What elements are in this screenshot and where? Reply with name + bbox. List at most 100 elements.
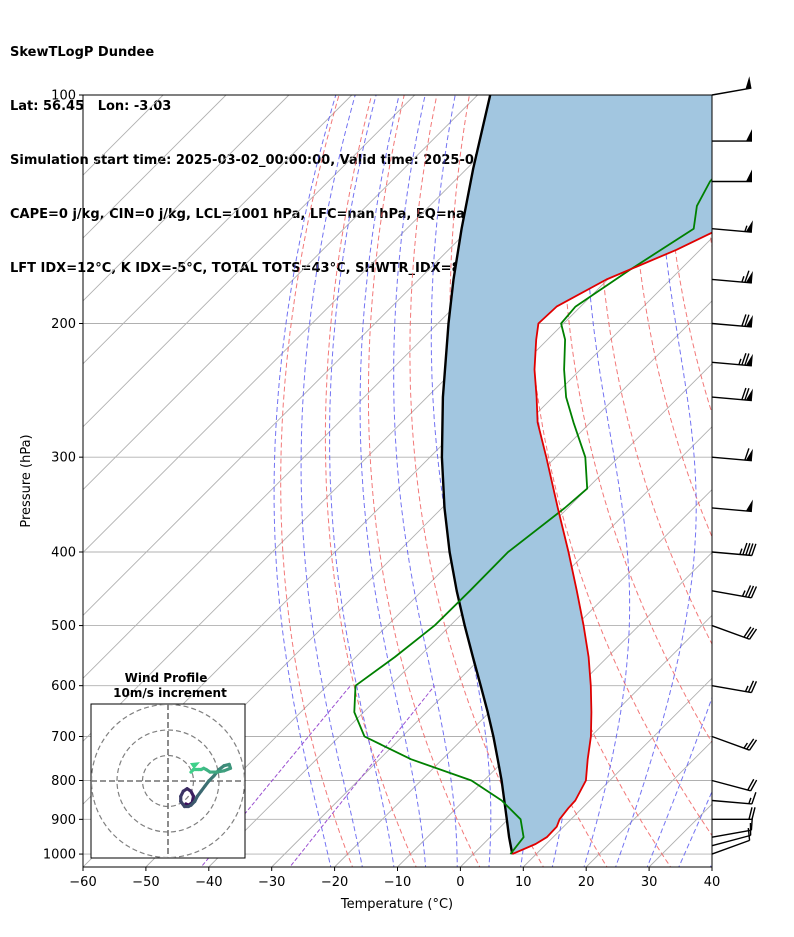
barb-staff	[711, 684, 752, 694]
dry-adiabat	[367, 95, 481, 867]
isotherm-line	[83, 95, 541, 554]
dry-adiabat	[409, 95, 544, 867]
hodograph-segment	[189, 767, 196, 774]
barb-flag	[745, 76, 752, 90]
moist-adiabat	[430, 95, 492, 867]
y-tick-label: 200	[51, 317, 76, 332]
y-tick-label: 500	[51, 619, 76, 634]
barb-flag	[745, 448, 753, 461]
x-tick-label: −20	[321, 875, 348, 890]
dry-adiabat	[729, 78, 794, 870]
moist-adiabat	[583, 95, 631, 867]
barb-staff	[711, 551, 752, 557]
wind-barb	[711, 817, 753, 838]
dry-adiabat	[597, 95, 712, 646]
isotherm-line	[334, 488, 712, 867]
barb-full	[747, 778, 755, 791]
barb-flag	[745, 353, 753, 366]
moist-adiabat	[393, 95, 458, 867]
moist-adiabat	[273, 95, 337, 867]
dry-adiabat	[324, 95, 417, 867]
location-line: Lat: 56.45 Lon: -3.03	[10, 99, 172, 114]
dry-adiabat	[280, 95, 354, 867]
barb-half	[744, 225, 748, 232]
y-tick-label: 600	[51, 679, 76, 694]
barb-flag	[745, 388, 753, 401]
profiles	[353, 95, 712, 855]
barb-flag	[745, 315, 753, 327]
barb-full	[746, 627, 755, 639]
isotherm-line	[83, 95, 227, 239]
isotherm-line	[271, 426, 712, 867]
isotherm-line	[83, 95, 478, 491]
x-tick-label: −10	[384, 875, 411, 890]
barb-staff	[711, 507, 752, 513]
barb-full	[750, 586, 758, 599]
barb-full	[749, 628, 758, 640]
x-tick-label: −60	[69, 875, 96, 890]
wind-barb	[711, 76, 752, 96]
barb-flag	[745, 499, 753, 512]
barb-half	[738, 358, 742, 365]
barb-full	[750, 779, 758, 792]
barb-staff	[711, 624, 750, 640]
barb-full	[751, 792, 757, 805]
barb-half	[748, 797, 752, 804]
cin-shading	[441, 95, 712, 855]
barb-half	[741, 276, 745, 283]
isotherm-line	[522, 677, 712, 867]
x-tick-label: 40	[704, 875, 721, 890]
wind-barb	[711, 220, 753, 233]
hodograph-subtitle: 10m/s increment	[113, 686, 227, 700]
barb-full	[744, 388, 750, 401]
wind-barb	[711, 680, 758, 694]
wind-barb	[711, 448, 753, 462]
moist-adiabat	[646, 696, 712, 867]
barb-full	[741, 314, 747, 327]
y-axis-label: Pressure (hPa)	[19, 434, 34, 527]
y-tick-label: 900	[51, 813, 76, 828]
barb-full	[747, 585, 755, 598]
wind-barb	[712, 169, 752, 183]
cape-area	[441, 95, 712, 855]
x-axis-label: Temperature (°C)	[340, 897, 453, 912]
barb-flag	[745, 220, 753, 233]
wind-barb	[711, 792, 757, 805]
isotherm-line	[83, 95, 290, 302]
y-axis-ticks: 100 200 300 400 500 600 700 800 900 1000	[43, 89, 83, 863]
y-tick-label: 100	[51, 89, 76, 104]
isotherm-line	[83, 95, 353, 365]
barb-full	[744, 585, 752, 598]
mixing-ratio-line	[289, 685, 435, 867]
moist-adiabat	[615, 95, 697, 867]
barb-full	[741, 387, 747, 400]
isotherm-line	[83, 95, 416, 428]
wind-barb	[711, 387, 753, 402]
barb-full	[748, 543, 754, 556]
x-tick-label: −40	[195, 875, 222, 890]
barb-full	[747, 680, 755, 693]
wind-barb	[711, 822, 752, 847]
dewpoint-line	[353, 177, 712, 855]
barb-full	[749, 739, 758, 751]
wind-barbs	[711, 76, 758, 855]
barb-full	[750, 681, 758, 693]
barb-full	[746, 738, 755, 750]
barb-staff	[711, 735, 750, 751]
dry-adiabat	[561, 95, 712, 744]
barb-flag	[745, 271, 753, 283]
x-tick-label: 30	[641, 875, 658, 890]
barb-full	[743, 626, 752, 638]
moist-adiabat	[329, 95, 395, 867]
wind-barb	[711, 735, 758, 751]
barb-staff	[711, 834, 751, 847]
x-tick-label: 0	[456, 875, 464, 890]
moist-adiabat	[678, 790, 712, 867]
barb-full	[751, 807, 756, 820]
barb-half	[741, 590, 746, 597]
x-tick-label: −30	[258, 875, 285, 890]
hodograph-inset: Wind Profile 10m/s increment	[90, 671, 246, 859]
wind-barb	[711, 499, 753, 513]
barb-full	[745, 543, 751, 556]
